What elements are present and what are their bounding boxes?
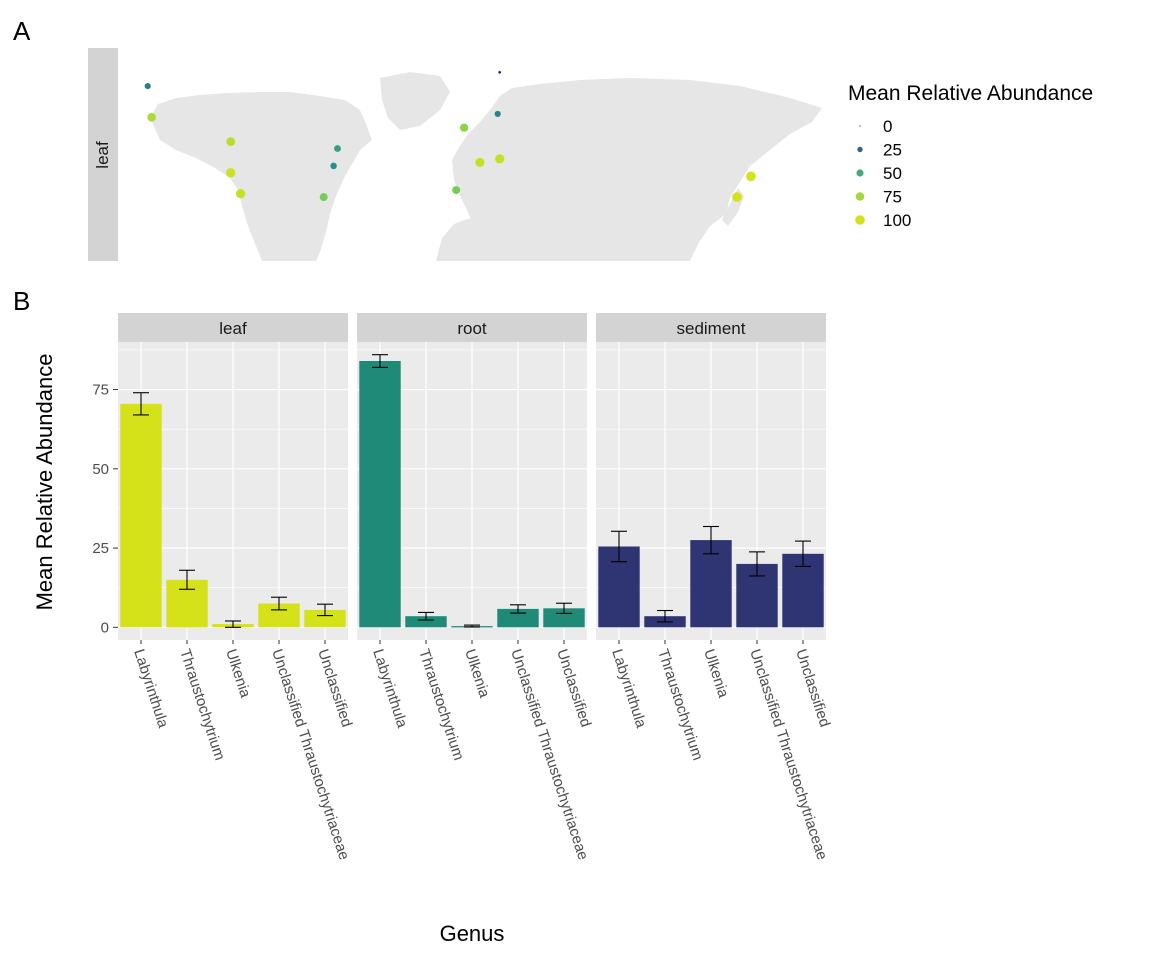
error-bar-leaf-2 [225,620,241,628]
map-point-3 [226,168,236,178]
legend-label-0: 0 [883,117,892,136]
facet-strip-label-sediment: sediment [677,319,746,338]
map-point-0 [144,83,151,90]
bar-root-1 [405,616,447,628]
error-bar-sediment-2 [703,525,719,555]
map-point-13 [498,70,502,74]
map-point-9 [452,186,461,195]
world-map [144,70,822,261]
x-tick-label-root-0: Labyrinthula [369,647,411,731]
map-point-4 [235,188,246,199]
bar-root-4 [543,608,585,628]
legend-key-0 [859,125,861,127]
error-bar-root-0 [372,354,388,368]
map-point-11 [495,154,505,164]
landmass-greenland [380,72,450,130]
x-tick-label-root-1: Thraustochytrium [415,647,467,762]
legend-label-50: 50 [883,164,902,183]
error-bar-root-1 [418,611,434,621]
facet-sediment: sediment Labyrinthula ThraustochytriumUlke… [596,313,833,862]
x-tick-label-sediment-1: Thraustochytrium [654,647,706,762]
error-bar-leaf-0 [133,392,149,416]
bar-leaf-4 [304,609,346,628]
map-points [144,70,756,202]
facet-strip-root [357,313,587,342]
map-point-12 [494,110,501,117]
x-tick-label-leaf-2: Ulkenia [222,647,254,700]
map-point-7 [319,193,328,202]
legend-title: Mean Relative Abundance [848,82,1093,105]
error-bar-sediment-0 [611,530,627,563]
error-bar-sediment-1 [657,609,673,623]
y-tick-label-50: 50 [92,461,109,478]
bar-leaf-3 [258,603,300,628]
facet-strip-sediment [596,313,826,342]
x-tick-label-sediment-4: Unclassified [792,647,833,729]
bar-sediment-2 [690,540,732,628]
map-point-2 [226,137,236,146]
x-tick-label-root-4: Unclassified [553,647,594,729]
error-bar-root-3 [510,604,526,614]
legend-label-100: 100 [883,211,911,230]
map-point-6 [330,162,337,170]
y-tick-label-0: 0 [101,619,109,636]
facet-strip-label-root: root [457,319,487,338]
map-legend: Mean Relative Abundance 0 25 50 75 100 [848,82,1093,230]
x-tick-label-root-2: Ulkenia [461,647,493,700]
x-axis-title: Genus [440,921,505,946]
error-bar-leaf-1 [179,569,195,590]
panel-b-label: B [13,286,30,316]
x-tick-label-leaf-1: Thraustochytrium [176,647,228,762]
x-tick-label-sediment-0: Labyrinthula [608,647,650,731]
map-point-1 [147,112,156,122]
x-tick-label-sediment-2: Ulkenia [700,647,732,700]
legend-key-100 [855,215,865,225]
map-point-15 [732,192,742,202]
map-point-10 [475,157,485,167]
map-panel: leaf Mean Relative Abundance 0 25 50 75 100 [88,48,1093,261]
error-bar-sediment-4 [795,540,811,568]
error-bar-leaf-4 [317,603,333,617]
landmass-eurasia [452,78,822,261]
x-tick-label-leaf-0: Labyrinthula [130,647,172,731]
y-axis-title: Mean Relative Abundance [32,354,57,611]
x-tick-label-leaf-4: Unclassified [314,647,355,729]
error-bar-sediment-3 [749,551,765,577]
y-axis: 0 25 50 75 [92,382,118,636]
error-bar-root-2 [464,624,480,628]
map-point-14 [746,171,756,182]
facet-strip-leaf [118,313,348,342]
landmass-north-america [150,92,372,261]
legend-key-50 [856,169,864,177]
map-point-5 [334,145,341,152]
map-point-8 [459,123,469,132]
legend-items: 0 25 50 75 100 [855,117,911,230]
landmass-africa [436,214,590,261]
y-tick-label-75: 75 [92,382,109,399]
legend-key-75 [855,192,865,201]
y-tick-label-25: 25 [92,540,109,557]
legend-label-25: 25 [883,141,902,160]
error-bar-leaf-3 [271,596,287,611]
panel-a-label: A [13,16,31,46]
legend-label-75: 75 [883,188,902,207]
facet-strip-label-leaf: leaf [219,319,247,338]
bar-root-3 [497,608,539,628]
bar-leaf-0 [120,403,162,628]
bar-root-0 [359,361,401,628]
legend-key-25 [857,146,863,153]
map-strip [88,48,118,261]
error-bar-root-4 [556,602,572,614]
map-strip-label: leaf [93,141,112,169]
